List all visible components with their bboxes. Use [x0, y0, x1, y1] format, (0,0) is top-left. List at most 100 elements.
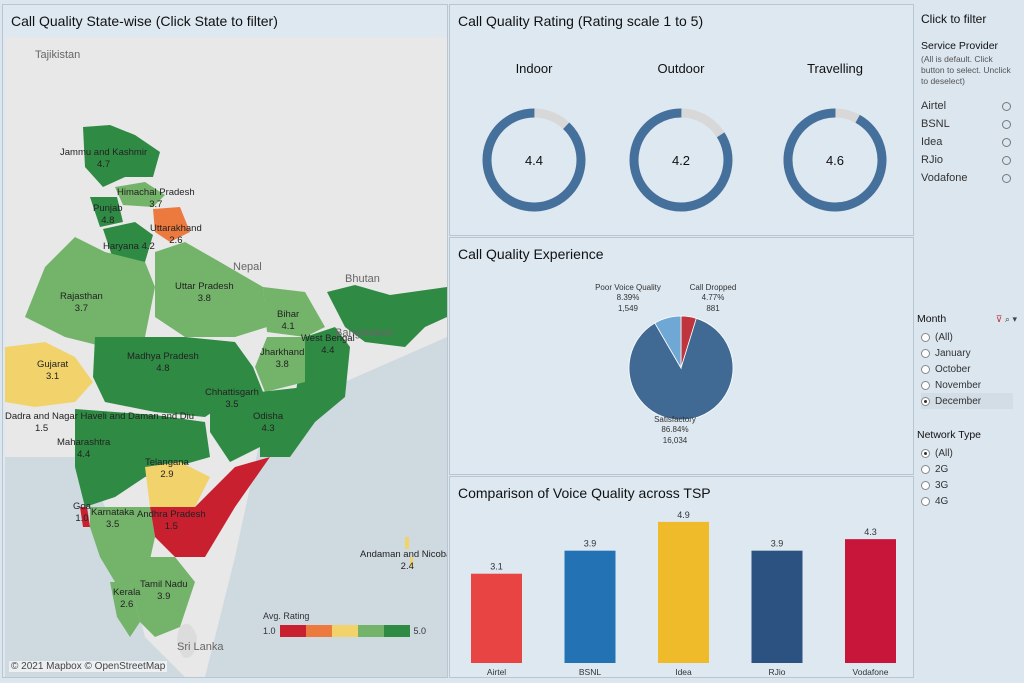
search-icon[interactable]: ⌕ — [1004, 313, 1010, 324]
radio-icon[interactable] — [921, 448, 930, 458]
state-telangana[interactable] — [145, 462, 210, 507]
label-goa: Goa 1.0 — [73, 501, 91, 524]
month-option-january[interactable]: January — [921, 345, 1013, 361]
network-list: (All) 2G 3G 4G — [921, 445, 1013, 509]
provider-radio-icon[interactable] — [1002, 119, 1011, 129]
state-odisha[interactable] — [260, 387, 315, 457]
dropdown-arrow-icon[interactable]: ▾ — [1012, 313, 1017, 324]
label-dnh-dd: Dadra and Nagar Haveli and Daman and Diu… — [5, 411, 195, 434]
state-uttarakhand[interactable] — [153, 207, 190, 242]
provider-option-vodafone[interactable]: Vodafone — [921, 169, 1021, 187]
clear-filter-icon[interactable]: ⊽ — [995, 313, 1003, 324]
month-option-label: (All) — [935, 331, 953, 343]
month-option-all[interactable]: (All) — [921, 329, 1013, 345]
state-tamil-nadu[interactable] — [130, 557, 195, 637]
provider-option-bsnl[interactable]: BSNL — [921, 115, 1021, 133]
state-andhra-pradesh[interactable] — [150, 457, 270, 557]
legend-swatch-0 — [279, 625, 306, 637]
india-map[interactable]: Tajikistan Nepal Bhutan Bangladesh Sri L… — [5, 37, 447, 677]
state-chhattisgarh[interactable] — [210, 367, 265, 462]
legend-swatch-2 — [331, 625, 358, 637]
radio-icon[interactable] — [921, 332, 930, 342]
provider-option-idea[interactable]: Idea — [921, 133, 1021, 151]
network-option-label: (All) — [935, 447, 953, 459]
rating-ring-1[interactable] — [616, 95, 746, 225]
state-uttar-pradesh[interactable] — [155, 242, 267, 337]
state-karnataka[interactable] — [90, 507, 155, 582]
month-option-november[interactable]: November — [921, 377, 1013, 393]
state-west-bengal[interactable] — [295, 327, 350, 422]
label-chhattisgarh: Chhattisgarh 3.5 — [205, 387, 259, 410]
radio-icon[interactable] — [921, 396, 930, 406]
state-map-panel: Call Quality State-wise (Click State to … — [2, 4, 448, 678]
month-option-label: January — [935, 347, 971, 359]
bar-rjio[interactable] — [751, 550, 803, 663]
month-option-october[interactable]: October — [921, 361, 1013, 377]
state-kerala[interactable] — [110, 582, 140, 637]
bar-category-airtel: Airtel — [487, 667, 506, 677]
network-option-label: 3G — [935, 479, 949, 491]
provider-radio-icon[interactable] — [1002, 155, 1011, 165]
network-title: Network Type — [917, 429, 981, 441]
state-goa[interactable] — [80, 507, 90, 527]
state-jharkhand[interactable] — [255, 337, 305, 392]
provider-radio-icon[interactable] — [1002, 137, 1011, 147]
state-jammu-kashmir[interactable] — [83, 125, 160, 187]
state-assam-northeast[interactable] — [327, 285, 447, 347]
label-jammu-kashmir: Jammu and Kashmir 4.7 — [60, 147, 148, 170]
bar-value-airtel: 3.1 — [490, 562, 503, 572]
state-haryana[interactable] — [103, 222, 153, 262]
radio-icon[interactable] — [921, 496, 930, 506]
label-tamil-nadu: Tamil Nadu 3.9 — [140, 579, 188, 602]
rating-donuts: Indoor 4.4 Outdoor 4.2 Travelling 4.6 — [482, 61, 887, 225]
bar-airtel[interactable] — [471, 573, 522, 663]
provider-label: BSNL — [921, 118, 950, 130]
state-maharashtra[interactable] — [75, 409, 210, 507]
provider-option-rjio[interactable]: RJio — [921, 151, 1021, 169]
label-madhya-pradesh: Madhya Pradesh 4.8 — [127, 351, 199, 374]
bar-idea[interactable] — [658, 521, 709, 663]
radio-icon[interactable] — [921, 364, 930, 374]
state-andaman[interactable] — [405, 537, 409, 549]
provider-title: Service Provider — [921, 40, 999, 52]
pie-pct-poor-voice-quality: 8.39% — [617, 293, 640, 302]
rating-label-0: Indoor — [516, 61, 554, 76]
filter-panel: Click to filter Service Provider (All is… — [915, 4, 1022, 678]
network-option-4g[interactable]: 4G — [921, 493, 1013, 509]
month-option-december[interactable]: December — [921, 393, 1013, 409]
rating-title: Call Quality Rating (Rating scale 1 to 5… — [458, 13, 704, 29]
state-bihar[interactable] — [263, 287, 325, 337]
radio-icon[interactable] — [921, 480, 930, 490]
pie-slice-poor-voice-quality[interactable] — [654, 315, 682, 370]
network-option-3g[interactable]: 3G — [921, 477, 1013, 493]
radio-icon[interactable] — [921, 380, 930, 390]
radio-icon[interactable] — [921, 464, 930, 474]
rating-label-1: Outdoor — [658, 61, 706, 76]
label-maharashtra: Maharashtra 4.4 — [57, 437, 111, 460]
sri-lanka-shape — [177, 623, 197, 658]
map-credit[interactable]: © 2021 Mapbox © OpenStreetMap — [9, 661, 168, 672]
network-option-2g[interactable]: 2G — [921, 461, 1013, 477]
pie-slice-satisfactory[interactable] — [628, 317, 734, 421]
provider-radio-icon[interactable] — [1002, 101, 1011, 111]
legend-gradient — [279, 625, 410, 637]
bar-value-rjio: 3.9 — [771, 539, 784, 549]
network-option-all[interactable]: (All) — [921, 445, 1013, 461]
bar-bsnl[interactable] — [564, 550, 616, 663]
label-andhra-pradesh: Andhra Pradesh 1.5 — [137, 509, 206, 532]
state-rajasthan[interactable] — [25, 237, 155, 347]
pie-count-satisfactory: 16,034 — [663, 436, 688, 445]
label-uttar-pradesh: Uttar Pradesh 3.8 — [175, 281, 234, 304]
state-gujarat[interactable] — [5, 342, 93, 407]
provider-option-airtel[interactable]: Airtel — [921, 97, 1021, 115]
bar-category-rjio: RJio — [768, 667, 785, 677]
bar-vodafone[interactable] — [845, 539, 896, 663]
bar-value-idea: 4.9 — [677, 510, 690, 520]
legend-swatch-1 — [305, 625, 332, 637]
bar-category-vodafone: Vodafone — [853, 667, 889, 677]
radio-icon[interactable] — [921, 348, 930, 358]
state-punjab[interactable] — [90, 197, 123, 227]
state-himachal[interactable] — [115, 182, 165, 207]
provider-radio-icon[interactable] — [1002, 173, 1011, 183]
